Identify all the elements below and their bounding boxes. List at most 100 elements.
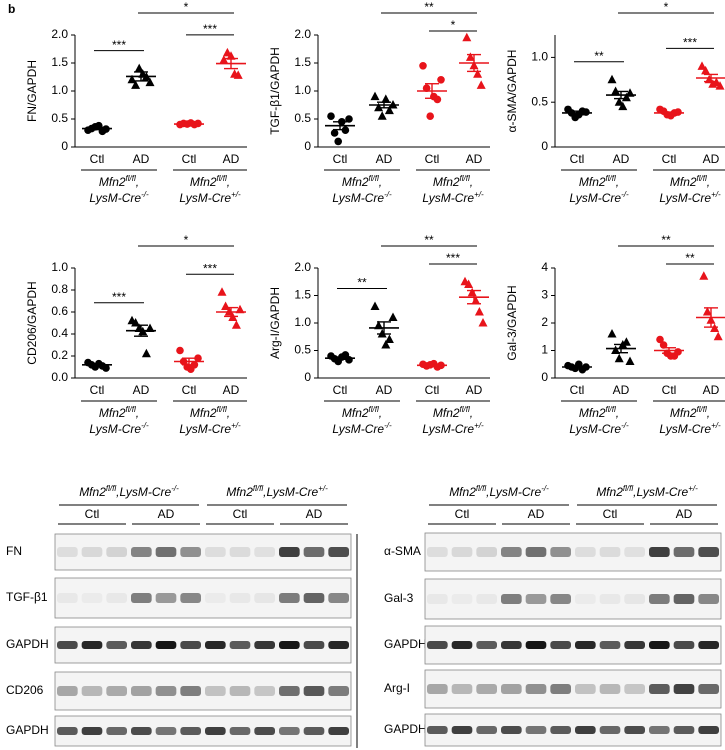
- blot-band: [180, 547, 201, 557]
- blot-band: [180, 593, 201, 603]
- significance-label: *: [184, 0, 189, 14]
- genotype-part: -/-: [621, 190, 629, 199]
- blot-band: [673, 547, 695, 557]
- blot-band: [476, 684, 497, 694]
- significance-label: ***: [203, 261, 217, 275]
- blot-band: [673, 726, 695, 734]
- blot-band: [131, 641, 152, 649]
- genotype-part: ,: [707, 406, 710, 420]
- data-point: [226, 51, 236, 60]
- x-tick-label: AD: [223, 152, 240, 166]
- blot-band: [131, 547, 152, 557]
- genotype-part: Mfn2: [596, 485, 623, 499]
- y-tick-label: 1.0: [51, 260, 68, 274]
- y-axis-label: FN/GAPDH: [25, 60, 39, 122]
- genotype-part: LysM-Cre: [569, 422, 621, 436]
- blot-band: [427, 641, 448, 649]
- data-point: [370, 91, 380, 101]
- genotype-part: ,: [227, 406, 230, 420]
- blot-band: [205, 641, 226, 649]
- blot-band: [451, 684, 473, 694]
- condition-label: Ctl: [455, 507, 470, 521]
- genotype-part: fl/fl: [606, 174, 616, 183]
- blot-band: [229, 727, 251, 735]
- genotype-label: LysM-Cre+/-: [659, 421, 721, 437]
- blot-band: [649, 547, 670, 557]
- data-point: [374, 102, 384, 112]
- blot-band: [575, 594, 596, 604]
- data-point: [176, 346, 184, 355]
- blot-band: [550, 726, 571, 734]
- x-tick-label: AD: [223, 383, 240, 397]
- blot-band: [624, 594, 645, 604]
- x-tick-label: AD: [376, 383, 393, 397]
- y-axis-label: Gal-3/GAPDH: [505, 285, 519, 360]
- blot-band: [106, 727, 127, 735]
- x-tick-label: AD: [466, 152, 483, 166]
- genotype-label: Mfn2fl/fl,: [670, 405, 710, 421]
- data-point: [462, 32, 472, 42]
- data-point: [621, 337, 631, 346]
- y-tick-label: 4: [541, 260, 548, 274]
- data-point: [699, 271, 709, 280]
- data-point: [370, 301, 380, 310]
- significance-label: **: [685, 251, 695, 265]
- genotype-part: +/-: [231, 421, 241, 430]
- blot-band: [205, 593, 226, 603]
- data-point: [467, 287, 477, 297]
- data-point: [611, 345, 621, 354]
- panel-label: b: [8, 2, 15, 16]
- y-axis-label: TGF-β1/GAPDH: [268, 47, 282, 135]
- genotype-part: ,: [379, 406, 382, 420]
- genotype-label: Mfn2fl/fl,LysM-Cre-/-: [449, 484, 549, 500]
- genotype-label: LysM-Cre+/-: [422, 190, 484, 206]
- genotype-part: fl/fl: [217, 405, 227, 414]
- blot-frame: [424, 713, 722, 747]
- genotype-part: LysM-Cre: [659, 191, 711, 205]
- blot-band: [106, 593, 127, 603]
- error-bar: [333, 356, 347, 360]
- genotype-part: +/-: [688, 484, 698, 493]
- blot-band: [451, 547, 473, 557]
- genotype-part: Mfn2: [670, 406, 697, 420]
- data-point: [659, 341, 668, 349]
- genotype-label: Mfn2fl/fl,: [670, 174, 710, 190]
- blot-band: [599, 726, 621, 734]
- blot-band: [155, 593, 177, 603]
- blot-band: [180, 686, 201, 696]
- blot-band: [155, 727, 177, 735]
- genotype-part: ,LysM-Cre: [486, 485, 541, 499]
- data-point: [582, 108, 590, 116]
- genotype-label: LysM-Cre+/-: [422, 421, 484, 437]
- genotype-part: +/-: [711, 421, 721, 430]
- blot-band: [57, 593, 78, 603]
- y-tick-label: 0.6: [51, 304, 68, 318]
- y-axis-label: Arg-I/GAPDH: [268, 287, 282, 359]
- blot-band: [81, 641, 103, 649]
- blot-label: GAPDH: [6, 637, 49, 651]
- blot-band: [501, 726, 522, 734]
- genotype-part: ,: [227, 175, 230, 189]
- genotype-part: Mfn2: [99, 175, 126, 189]
- y-tick-label: 0.5: [294, 111, 311, 125]
- blot-band: [131, 593, 152, 603]
- error-bar: [570, 110, 584, 116]
- blot-label: GAPDH: [6, 723, 49, 737]
- error-bar: [614, 90, 628, 100]
- blot-band: [575, 547, 596, 557]
- significance-label: *: [664, 0, 669, 14]
- blot-band: [57, 641, 78, 649]
- genotype-label: Mfn2fl/fl,: [190, 405, 230, 421]
- genotype-part: Mfn2: [342, 406, 369, 420]
- blot-frame: [424, 578, 722, 620]
- genotype-part: -/-: [141, 190, 149, 199]
- blot-label: GAPDH: [384, 722, 427, 736]
- y-tick-label: 0: [304, 139, 311, 153]
- significance-label: ***: [683, 36, 697, 50]
- y-tick-label: 2: [541, 315, 548, 329]
- blot-label: CD206: [6, 683, 44, 697]
- blot-band: [131, 727, 152, 735]
- error-bar: [662, 347, 676, 354]
- blot-band: [624, 684, 645, 694]
